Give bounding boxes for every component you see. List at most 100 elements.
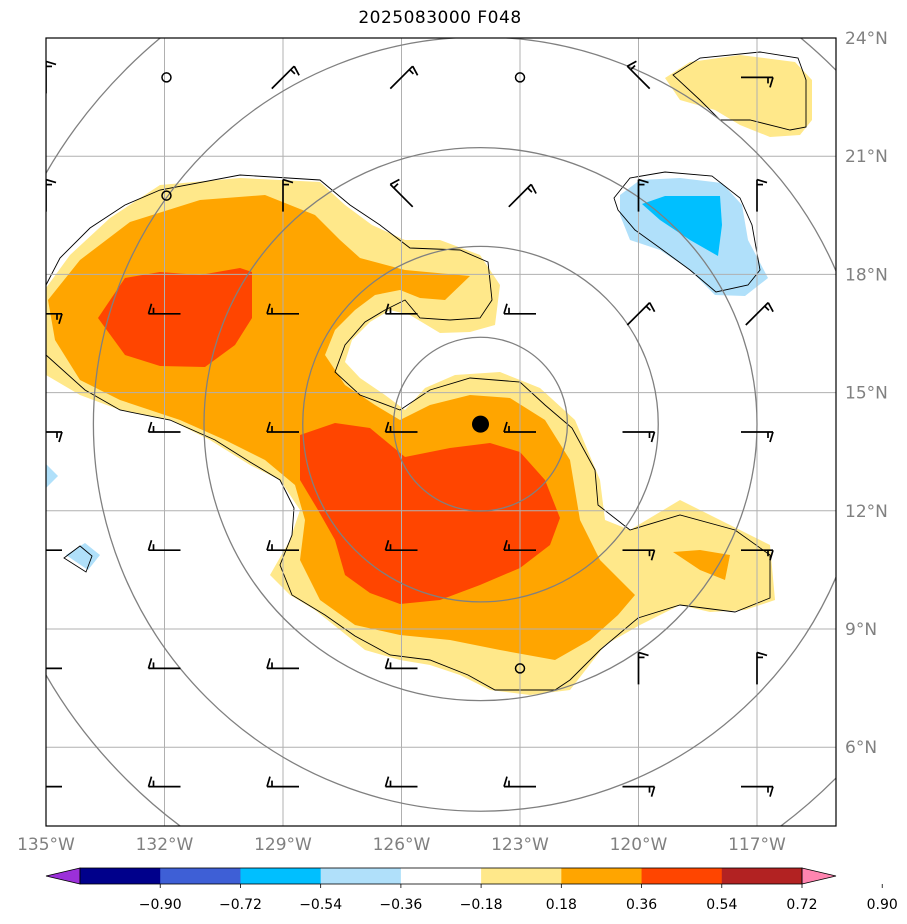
colorbar-tick-label: 0.54 — [706, 897, 737, 913]
anomaly-fill-light-blue-w1 — [46, 464, 58, 488]
wind-barb — [756, 651, 768, 685]
longitude-labels: 135°W 132°W 129°W 126°W 123°W 120°W 117°W — [17, 835, 786, 855]
colorbar-tick-label: −0.36 — [379, 897, 422, 913]
wind-barb — [741, 785, 774, 797]
wind-barb — [741, 76, 774, 88]
wind-barb — [384, 539, 418, 552]
map-frame — [45, 37, 837, 827]
colorbar-tick-label: −0.18 — [460, 897, 503, 913]
wind-barb — [46, 431, 63, 443]
wind-barb — [626, 301, 656, 326]
longitude-label: 132°W — [136, 835, 194, 855]
range-ring — [392, 336, 569, 512]
colorbar-extend-low — [45, 867, 81, 885]
wind-barb — [46, 667, 62, 670]
contour-lines — [46, 51, 807, 691]
longitude-label: 129°W — [254, 835, 312, 855]
wind-barb — [745, 301, 774, 326]
colorbar-tick-label: −0.90 — [139, 897, 182, 913]
wind-barb — [266, 539, 299, 552]
colorbar: −0.90 −0.72 −0.54 −0.36 −0.18 0.18 0.36 0.54 0.7… — [45, 867, 898, 913]
wind-calm-marker — [161, 190, 172, 201]
colorbar-segment — [240, 868, 322, 884]
wind-barb — [756, 178, 768, 212]
anomaly-fill-sky-blue-ne — [642, 196, 722, 256]
wind-barb — [46, 312, 63, 325]
colorbar-segment — [641, 868, 723, 884]
anomaly-fill-orange-small-east — [673, 550, 730, 580]
colorbar-segment — [561, 868, 643, 884]
wind-barb — [147, 658, 181, 670]
colorbar-segment — [160, 868, 241, 884]
range-ring — [92, 38, 836, 812]
wind-barb — [266, 776, 299, 788]
longitude-label: 120°W — [610, 835, 668, 855]
wind-barb — [637, 178, 649, 212]
wind-barb — [46, 785, 62, 788]
wind-barb — [147, 539, 181, 552]
colorbar-segment — [481, 868, 562, 884]
colorbar-segment — [320, 868, 402, 884]
wind-barb — [626, 60, 651, 90]
range-ring — [203, 146, 758, 702]
anomaly-fill-light-yellow-ne — [665, 55, 812, 137]
wind-barb — [503, 421, 536, 433]
wind-barb — [46, 178, 57, 212]
latitude-label: 12°N — [845, 502, 888, 522]
latitude-label: 18°N — [845, 265, 888, 285]
colorbar-segment — [721, 868, 803, 884]
wind-barb — [266, 421, 299, 433]
wind-calm-marker — [514, 72, 526, 83]
wind-barb — [389, 65, 419, 90]
colorbar-tick-label: 0.18 — [546, 897, 577, 913]
latitude-label: 9°N — [845, 620, 877, 640]
colorbar-extend-high — [801, 867, 837, 885]
colorbar-tick-label: 0.90 — [867, 897, 898, 913]
wind-barb — [46, 549, 62, 552]
wind-barb — [384, 303, 418, 315]
wind-calm-marker — [514, 663, 526, 674]
wind-barb — [389, 178, 414, 208]
latitude-label: 15°N — [845, 384, 888, 404]
wind-barb — [282, 178, 294, 212]
wind-barb — [384, 421, 418, 433]
map-title: 2025083000 F048 — [358, 8, 522, 28]
longitude-label: 123°W — [491, 835, 549, 855]
longitude-label: 126°W — [373, 835, 431, 855]
colorbar-tick-label: 0.36 — [626, 897, 657, 913]
wind-barb — [741, 431, 774, 443]
wind-barb — [622, 431, 656, 443]
wind-barb — [384, 776, 418, 788]
wind-barb — [266, 658, 299, 670]
colorbar-segment — [400, 868, 482, 884]
wind-barb — [147, 303, 181, 315]
wind-barb — [147, 421, 181, 433]
colorbar-tick-label: −0.54 — [299, 897, 342, 913]
latitude-label: 6°N — [845, 738, 877, 758]
wind-barb — [741, 549, 774, 561]
wind-barbs — [46, 60, 774, 797]
wind-barb — [622, 785, 656, 797]
wind-barb — [271, 65, 300, 90]
wind-barb — [503, 776, 536, 788]
anomaly-fill-red-orange-west — [98, 268, 252, 367]
colorbar-segment — [80, 868, 161, 884]
colorbar-frame — [79, 867, 803, 885]
wind-calm-marker — [161, 72, 172, 83]
wind-barb — [266, 303, 299, 315]
longitude-label: 135°W — [17, 835, 75, 855]
latitude-label: 24°N — [845, 29, 888, 49]
wind-barb — [147, 776, 181, 788]
latitude-labels: 24°N 21°N 18°N 15°N 12°N 9°N 6°N — [845, 29, 888, 758]
latitude-label: 21°N — [845, 147, 888, 167]
wind-barb — [503, 303, 536, 315]
wind-barb — [622, 549, 656, 561]
wind-barb — [508, 183, 537, 208]
storm-center-marker — [472, 415, 489, 433]
wind-barb — [503, 539, 536, 552]
colorbar-tick-label: 0.72 — [786, 897, 817, 913]
colorbar-tick-label: −0.72 — [219, 897, 262, 913]
